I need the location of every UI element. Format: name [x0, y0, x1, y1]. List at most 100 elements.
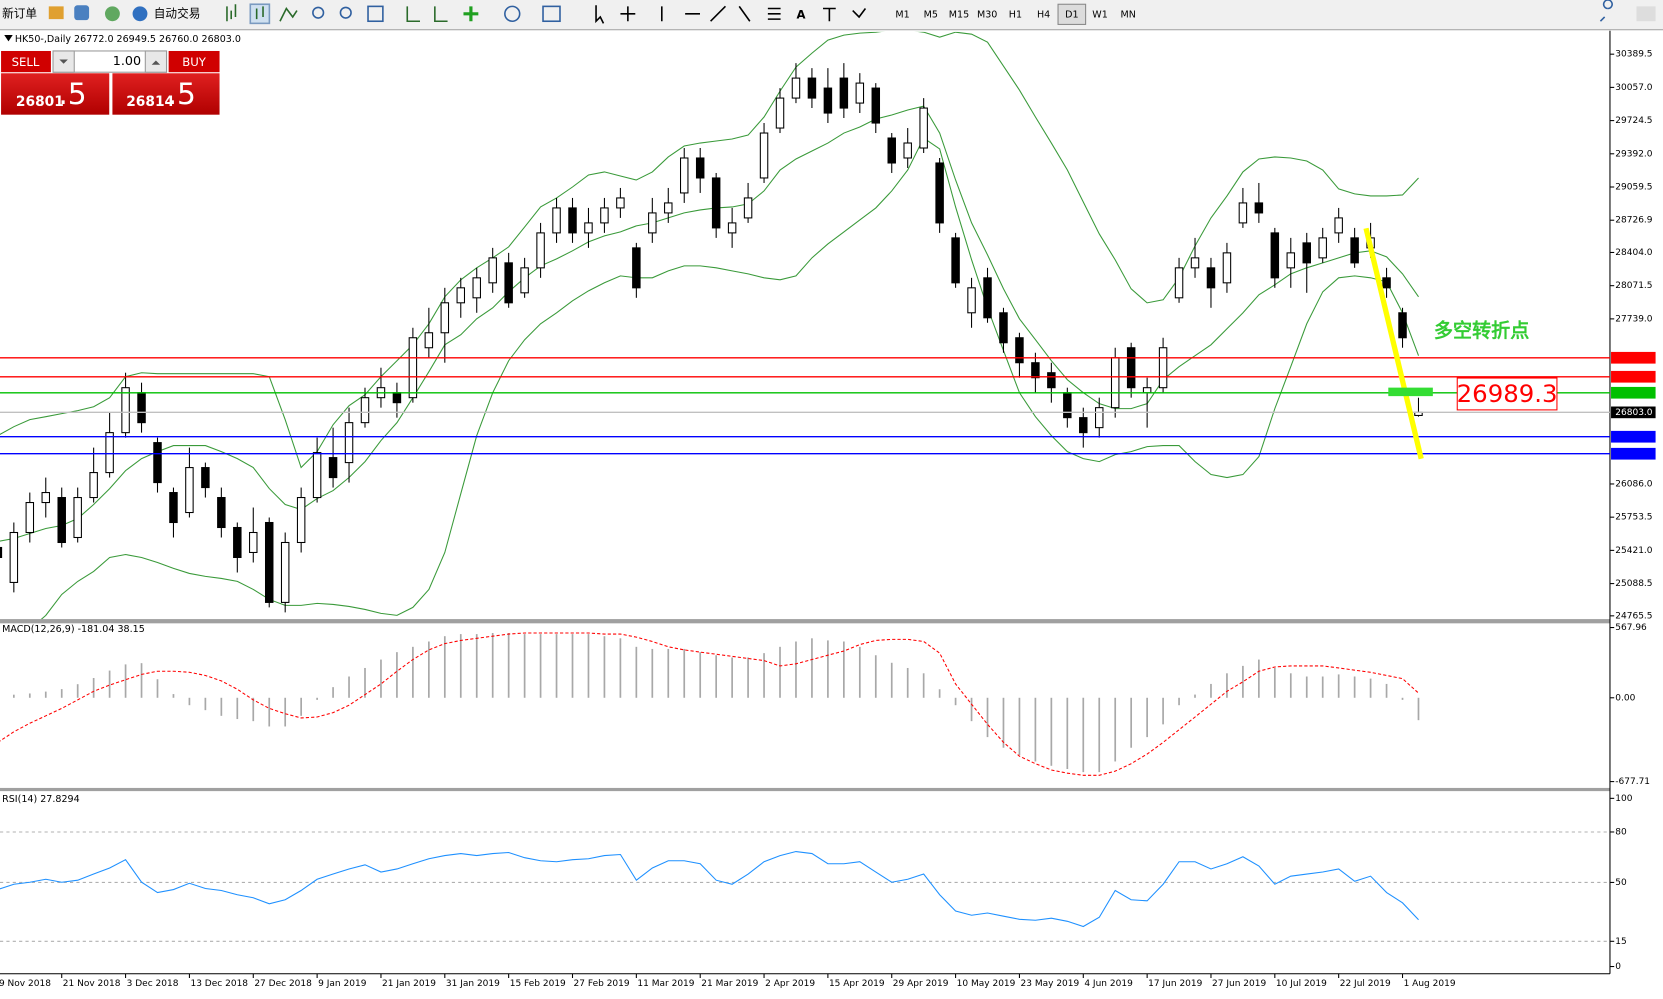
- x-tick-label: 10 Jul 2019: [1276, 979, 1327, 989]
- price-level-tag: [1611, 386, 1656, 399]
- y-tick-label: 30389.5: [1615, 50, 1652, 60]
- sell-label[interactable]: SELL: [12, 55, 40, 69]
- y-tick-label: 50: [1615, 878, 1627, 888]
- zoom-in[interactable]: [312, 6, 325, 19]
- ask-fraction[interactable]: .5: [168, 77, 196, 112]
- trend-line[interactable]: [1363, 227, 1424, 460]
- auto-trading-button[interactable]: 自动交易: [154, 6, 201, 20]
- x-tick-label: 31 Jan 2019: [446, 979, 500, 989]
- x-tick-label: 27 Jun 2019: [1212, 979, 1266, 989]
- icon[interactable]: [463, 6, 479, 22]
- x-tick-label: 2 Apr 2019: [765, 979, 815, 989]
- y-tick-label: 28071.5: [1615, 281, 1652, 291]
- buy-label[interactable]: BUY: [182, 55, 207, 69]
- annotation: 26989.3: [1457, 379, 1558, 408]
- panel-separator: [0, 619, 1610, 624]
- timeframe-button[interactable]: H4: [1037, 9, 1050, 20]
- candle-body: [983, 277, 992, 319]
- candle-body: [1142, 387, 1152, 394]
- y-tick-label: -677.71: [1615, 777, 1650, 787]
- candle-body: [105, 432, 114, 474]
- text-tool[interactable]: A: [797, 7, 806, 21]
- icon[interactable]: [226, 4, 237, 22]
- y-tick-label: 30057.0: [1615, 83, 1653, 93]
- price-level-tag: [1611, 351, 1656, 364]
- icon[interactable]: [406, 6, 448, 23]
- candle-body: [903, 142, 912, 159]
- candle-body: [839, 77, 849, 109]
- icon[interactable]: [767, 7, 781, 20]
- candle-body: [9, 531, 19, 583]
- ask-price[interactable]: 26814: [126, 94, 174, 110]
- draw-tools[interactable]: [620, 5, 751, 22]
- timeframe-button[interactable]: M1: [895, 9, 909, 20]
- bid-fraction[interactable]: .5: [58, 77, 86, 112]
- icon[interactable]: [74, 5, 90, 21]
- icon[interactable]: [249, 3, 271, 25]
- timeframe-button[interactable]: MN: [1121, 9, 1136, 20]
- y-tick-label: 26086.0: [1615, 479, 1653, 489]
- bid-box[interactable]: [1, 73, 110, 115]
- candle-body: [392, 392, 402, 404]
- y-tick-label: 29059.5: [1615, 183, 1652, 193]
- candle-body: [504, 262, 513, 304]
- rsi-title: RSI(14) 27.8294: [2, 794, 80, 805]
- new-order-button[interactable]: 新订单: [2, 6, 37, 20]
- search-icon[interactable]: [1599, 0, 1613, 22]
- candle-body: [536, 232, 545, 269]
- y-tick-label: 29392.0: [1615, 149, 1653, 159]
- y-tick-label: 24765.5: [1615, 611, 1652, 621]
- x-tick-label: 10 May 2019: [957, 979, 1016, 989]
- candle-body: [456, 287, 466, 304]
- chart-area: [0, 30, 1663, 995]
- zoom-out[interactable]: [339, 6, 352, 19]
- timeframe-button[interactable]: M15: [949, 9, 969, 20]
- cursor-tool[interactable]: [595, 5, 605, 24]
- lot-value[interactable]: 1.00: [113, 54, 141, 69]
- icon[interactable]: [255, 6, 264, 20]
- buy-button[interactable]: [168, 50, 220, 73]
- candle-body: [807, 77, 817, 99]
- y-tick-label: 25421.0: [1615, 546, 1653, 556]
- candle-body: [1318, 237, 1327, 259]
- y-tick-label: 25753.5: [1615, 513, 1652, 523]
- timeframe-button[interactable]: M5: [924, 9, 938, 20]
- x-tick-label: 9 Nov 2018: [0, 979, 51, 989]
- ask-box[interactable]: [112, 73, 220, 115]
- y-tick-label: 28404.0: [1615, 248, 1653, 258]
- rsi-panel: 100 80 50 15 0: [0, 794, 1633, 972]
- candle-body: [408, 337, 418, 399]
- x-tick-label: 21 Mar 2019: [701, 979, 758, 989]
- trade-panel: SELL 1.00 BUY 26801 .5 26814 .5: [0, 49, 221, 116]
- timeframe-button[interactable]: W1: [1092, 9, 1108, 20]
- icon[interactable]: [48, 6, 64, 20]
- candle-body: [472, 277, 481, 299]
- sell-button[interactable]: [1, 50, 51, 73]
- auto-trading-icon[interactable]: [132, 6, 148, 22]
- candle-body: [1031, 362, 1040, 379]
- panel-separator: [0, 787, 1610, 792]
- x-tick-label: 21 Nov 2018: [63, 979, 121, 989]
- icon[interactable]: [504, 5, 521, 23]
- icon[interactable]: [279, 6, 298, 22]
- icon[interactable]: [367, 5, 384, 23]
- y-tick-label: 27739.0: [1615, 314, 1653, 324]
- icon[interactable]: [542, 5, 561, 23]
- icon[interactable]: [104, 6, 120, 22]
- candle-body: [1174, 267, 1184, 299]
- price-level-tag: [1611, 430, 1656, 443]
- candle-body: [201, 467, 210, 489]
- candle-body: [1047, 372, 1056, 389]
- bid-price[interactable]: 26801: [16, 94, 64, 110]
- candle-body: [791, 77, 801, 99]
- icon[interactable]: [1636, 6, 1656, 22]
- candle-body: [169, 492, 178, 524]
- timeframe-button[interactable]: M30: [977, 9, 997, 20]
- candle-body: [424, 332, 434, 349]
- y-tick-label: 28726.9: [1615, 216, 1653, 226]
- timeframe-button[interactable]: H1: [1009, 9, 1022, 20]
- timeframe-button[interactable]: D1: [1065, 9, 1078, 20]
- macd-panel: 567.96 0.00 -677.71: [0, 623, 1650, 787]
- y-tick-label: 567.96: [1615, 623, 1647, 633]
- icon[interactable]: [823, 7, 867, 22]
